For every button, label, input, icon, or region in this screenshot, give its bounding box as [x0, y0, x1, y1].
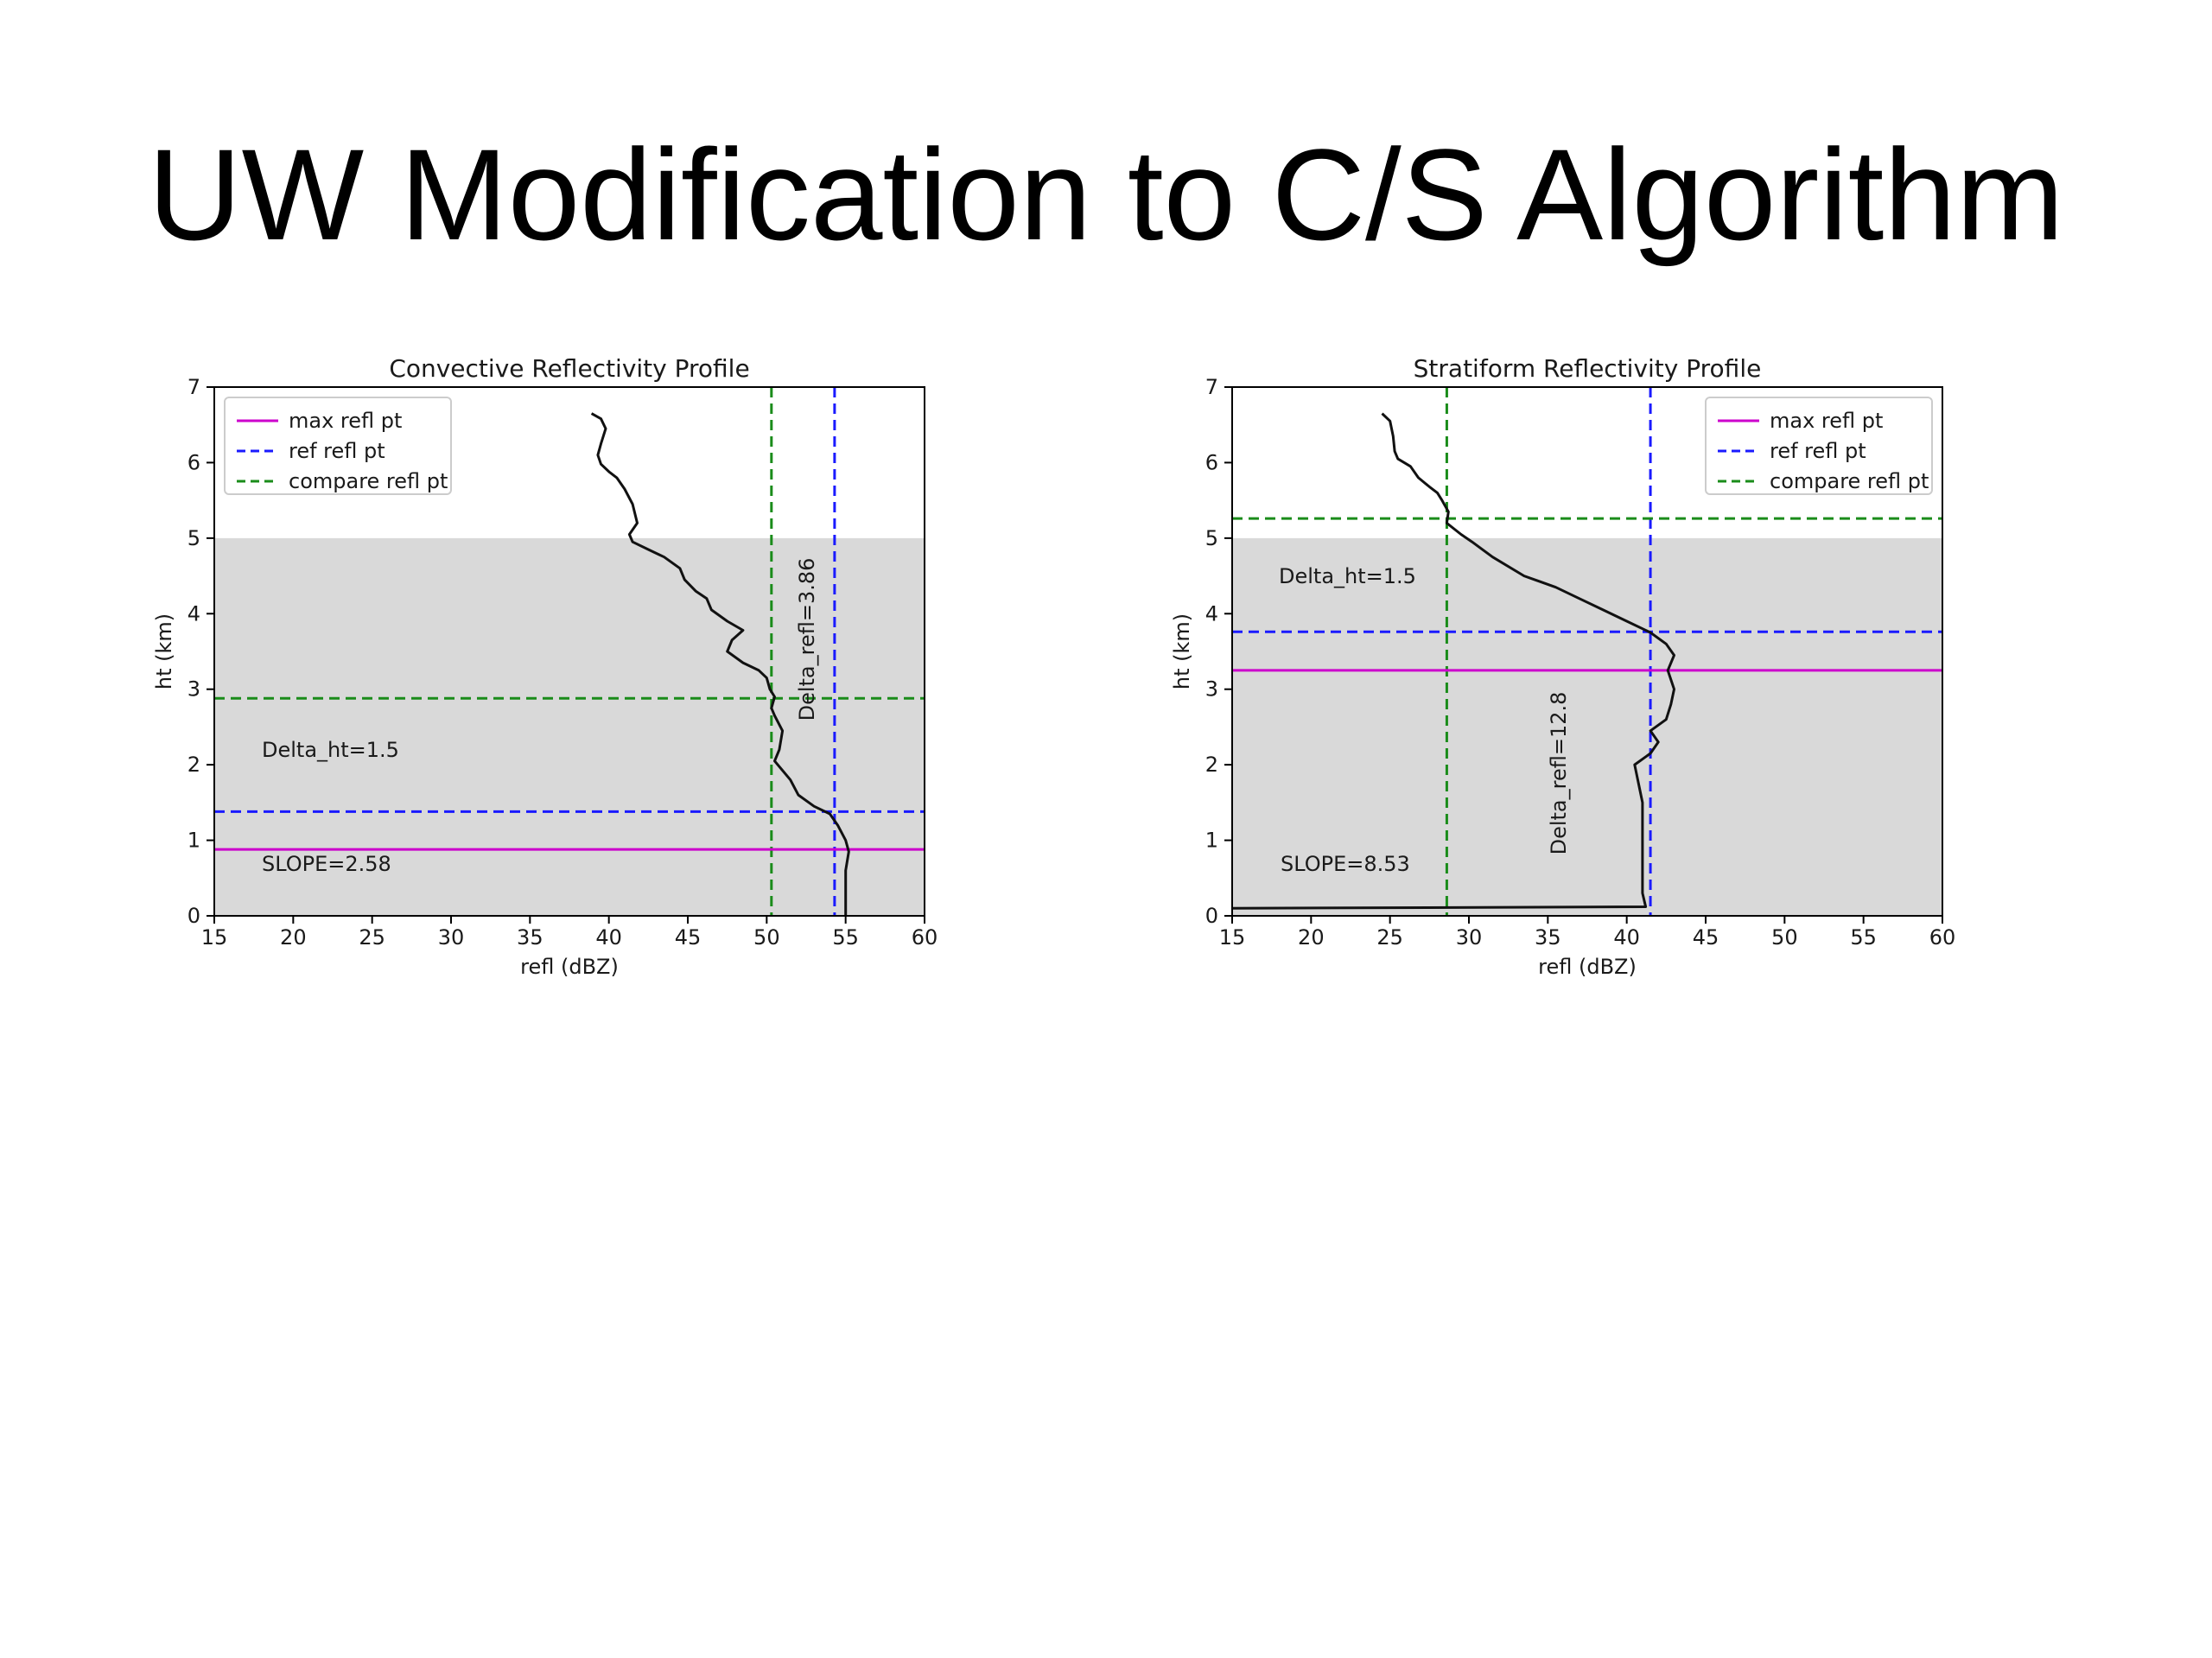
x-axis-label: refl (dBZ) [520, 955, 619, 979]
y-tick-label: 3 [188, 677, 200, 702]
y-tick-label: 4 [188, 601, 200, 626]
y-tick-label: 6 [188, 450, 200, 474]
x-axis-label: refl (dBZ) [1538, 955, 1637, 979]
slope-annotation: SLOPE=8.53 [1281, 852, 1410, 876]
legend-label-max-refl: max refl pt [289, 409, 402, 433]
x-tick-label: 60 [912, 925, 938, 950]
y-tick-label: 7 [1205, 375, 1218, 399]
legend-label-compare-refl: compare refl pt [1770, 469, 1929, 493]
x-tick-label: 25 [359, 925, 385, 950]
stratiform-profile-chart: Stratiform Reflectivity Profile refl (dB… [1170, 354, 1955, 979]
y-tick-label: 2 [1205, 753, 1218, 777]
x-tick-label: 25 [1376, 925, 1403, 950]
plot-frame [213, 386, 925, 917]
legend-label-ref-refl: ref refl pt [1770, 439, 1866, 463]
y-tick-label: 6 [1205, 450, 1218, 474]
x-tick-label: 30 [1456, 925, 1483, 950]
legend-label-ref-refl: ref refl pt [289, 439, 385, 463]
y-tick-label: 7 [188, 375, 200, 399]
x-tick-label: 60 [1929, 925, 1956, 950]
y-tick-label: 1 [1205, 829, 1218, 853]
delta-ht-annotation: Delta_ht=1.5 [262, 738, 399, 762]
y-tick-label: 3 [1205, 677, 1218, 702]
x-tick-label: 20 [1298, 925, 1325, 950]
y-tick-label: 2 [188, 753, 200, 777]
reflectivity-profile-line [590, 412, 850, 916]
delta-ht-annotation: Delta_ht=1.5 [1279, 564, 1416, 588]
delta-refl-annotation: Delta_refl=12.8 [1547, 692, 1571, 855]
legend-box [224, 397, 452, 495]
y-tick-label: 4 [1205, 601, 1218, 626]
x-tick-label: 40 [595, 925, 622, 950]
x-tick-label: 40 [1613, 925, 1640, 950]
delta-refl-annotation: Delta_refl=3.86 [795, 558, 819, 721]
legend-label-max-refl: max refl pt [1770, 409, 1883, 433]
x-tick-label: 50 [753, 925, 780, 950]
slope-annotation: SLOPE=2.58 [262, 852, 391, 876]
y-tick-label: 5 [188, 526, 200, 550]
x-tick-label: 15 [1219, 925, 1246, 950]
shaded-band [214, 537, 925, 916]
x-tick-label: 15 [201, 925, 228, 950]
x-tick-label: 20 [280, 925, 307, 950]
y-tick-label: 1 [188, 829, 200, 853]
legend-label-compare-refl: compare refl pt [289, 469, 448, 493]
chart-title: Convective Reflectivity Profile [389, 354, 749, 383]
y-axis-label: ht (km) [1170, 613, 1194, 689]
x-tick-label: 45 [675, 925, 702, 950]
x-tick-label: 30 [438, 925, 465, 950]
x-tick-label: 50 [1771, 925, 1798, 950]
y-axis-label: ht (km) [152, 613, 176, 689]
x-tick-label: 55 [1850, 925, 1877, 950]
x-tick-label: 35 [1535, 925, 1561, 950]
x-tick-label: 55 [832, 925, 859, 950]
legend-box [1705, 397, 1933, 495]
y-tick-label: 0 [188, 904, 200, 928]
x-tick-label: 45 [1693, 925, 1719, 950]
y-tick-label: 0 [1205, 904, 1218, 928]
slide-title: UW Modification to C/S Algorithm [148, 122, 2064, 267]
convective-profile-chart: Convective Reflectivity Profile refl (dB… [152, 354, 938, 979]
reflectivity-profile-line [1231, 412, 1675, 910]
x-tick-label: 35 [517, 925, 543, 950]
y-tick-label: 5 [1205, 526, 1218, 550]
chart-title: Stratiform Reflectivity Profile [1414, 354, 1762, 383]
plot-frame [1231, 386, 1943, 917]
